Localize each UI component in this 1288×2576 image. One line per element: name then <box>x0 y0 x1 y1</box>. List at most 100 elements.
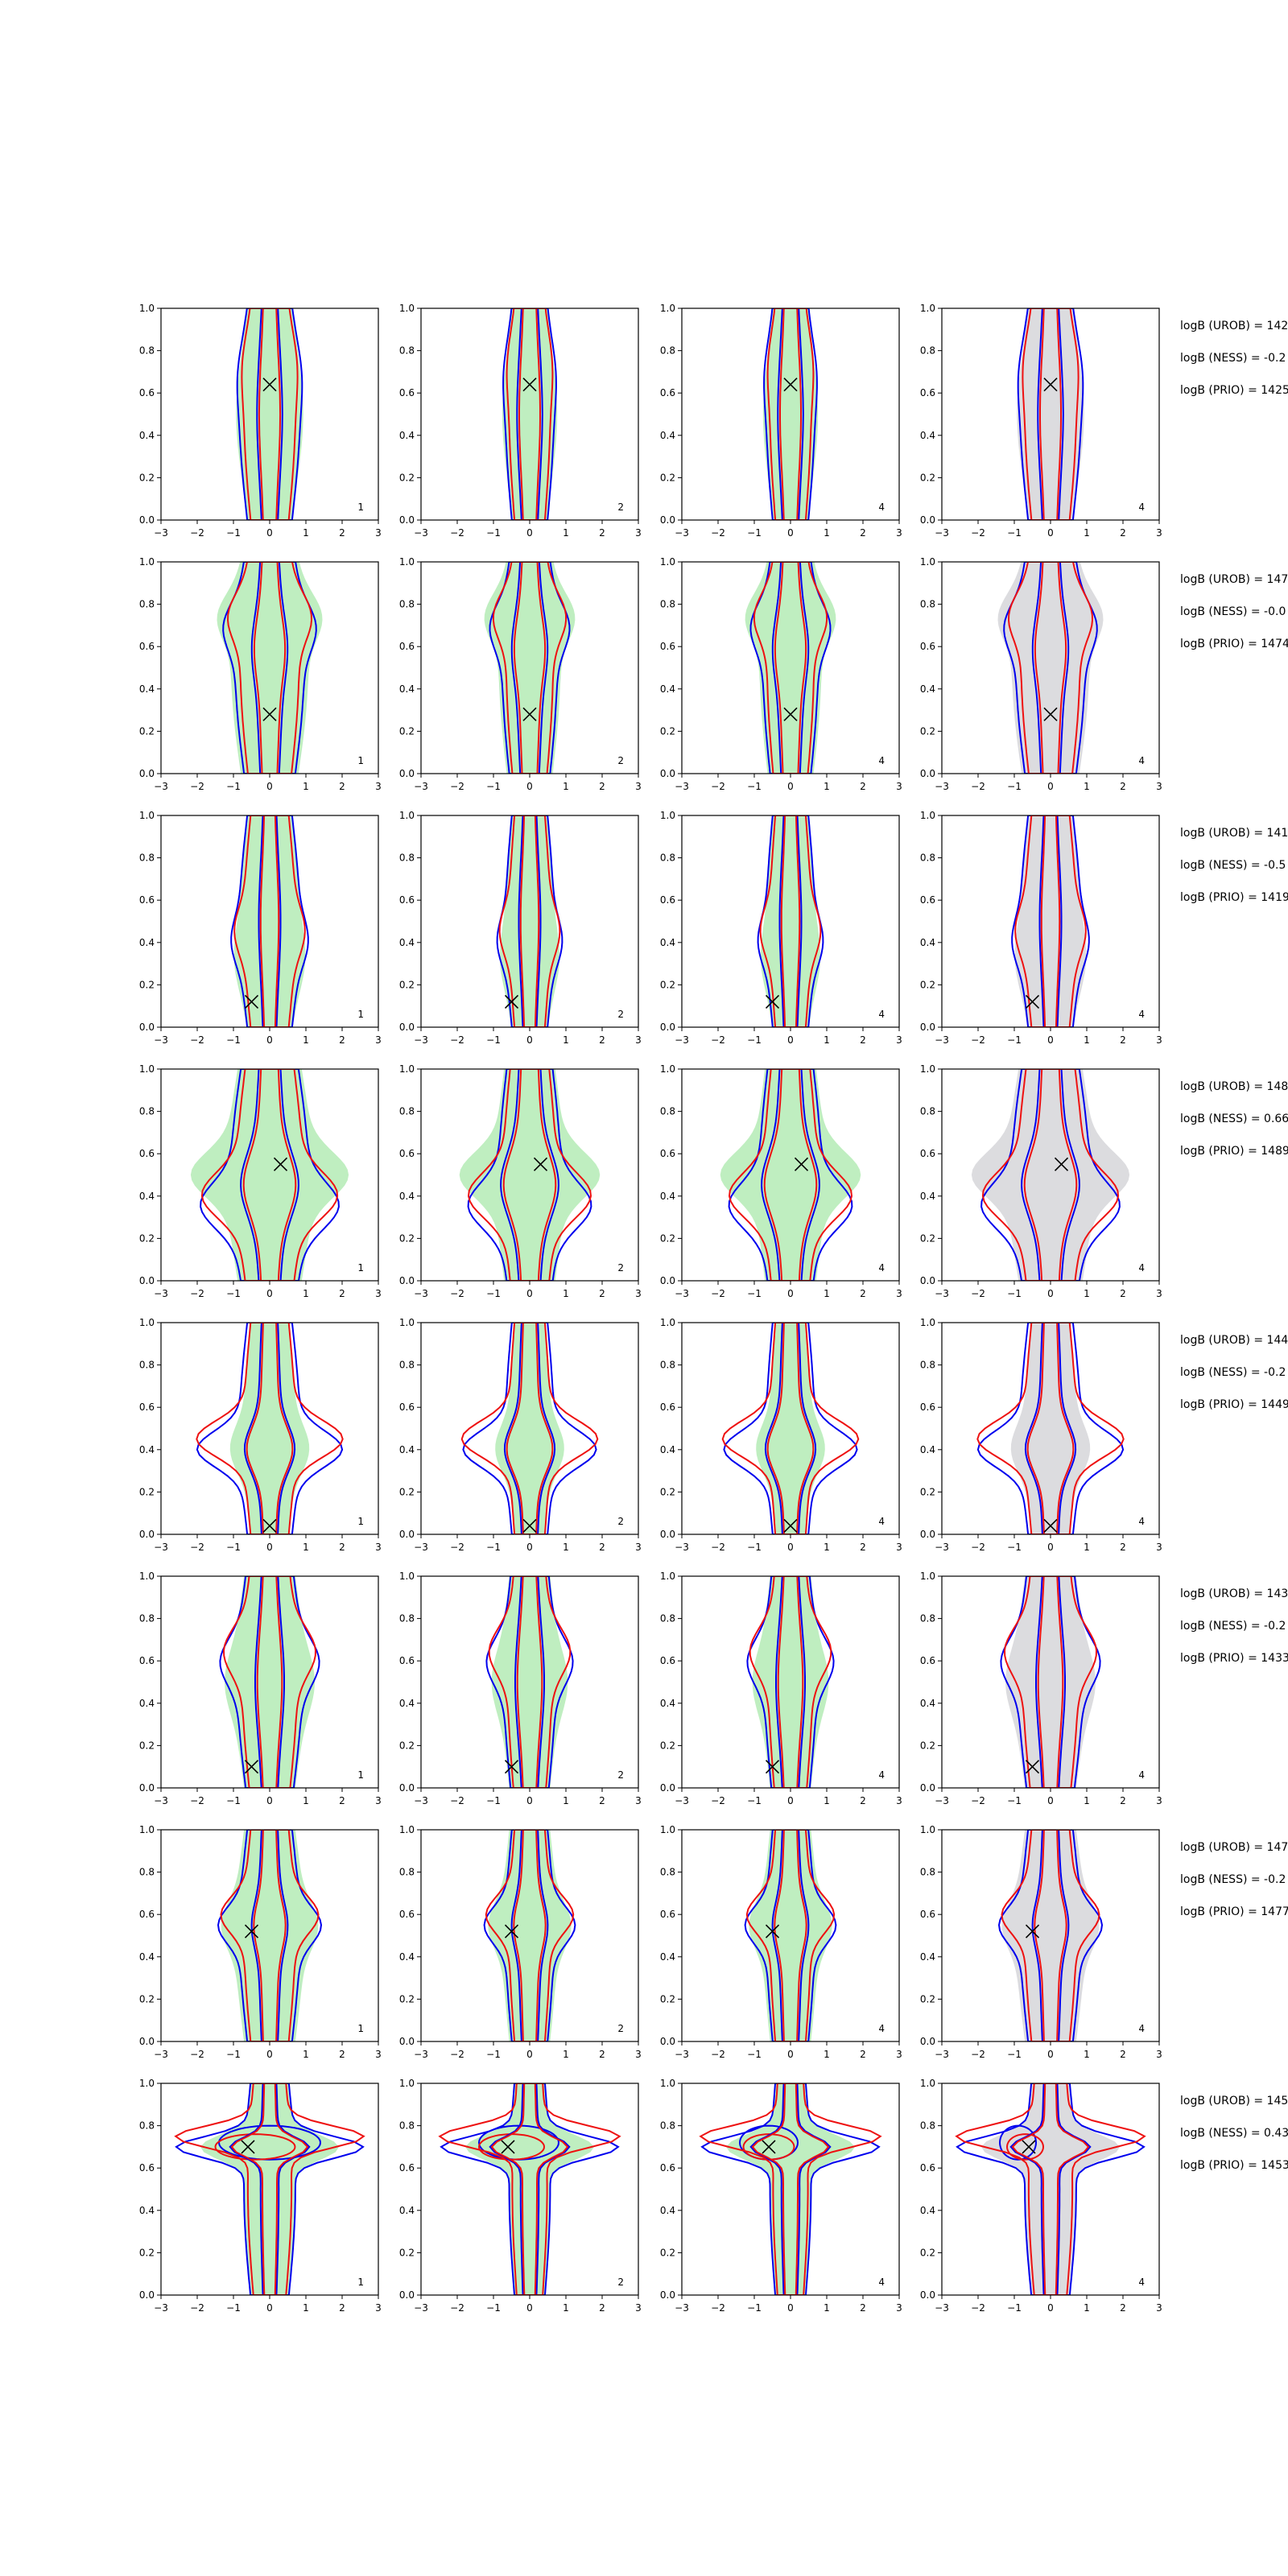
y-tick-label: 0.4 <box>139 683 155 695</box>
panel-r1-c4: −3 −2 −1 0 1 2 3 0.0 0.2 0.4 0.6 0.8 1.0 4 <box>920 303 1162 539</box>
y-tick-label: 0.8 <box>920 599 935 610</box>
y-tick-label: 0.8 <box>660 1360 675 1371</box>
red-contour-outer <box>222 1576 317 1788</box>
x-tick-label: −3 <box>935 1542 949 1553</box>
plot-area <box>190 1069 349 1281</box>
plot-area <box>976 1323 1125 1534</box>
y-tick-label: 0.8 <box>920 345 935 357</box>
x-tick-label: 1 <box>563 1542 569 1553</box>
plot-area <box>236 308 303 520</box>
panel-label: 1 <box>357 2277 364 2288</box>
x-tick-label: −3 <box>675 1288 689 1299</box>
x-tick-label: 3 <box>1156 1795 1162 1806</box>
logb-annotation: logB (PRIO) = 1419 <box>1180 891 1288 904</box>
y-tick-label: 1.0 <box>660 1824 675 1835</box>
x-tick-label: −2 <box>450 781 464 792</box>
plot-area <box>997 1830 1104 2041</box>
y-tick-label: 0.6 <box>399 1148 415 1159</box>
y-tick-label: 0.4 <box>920 1698 935 1709</box>
red-contour-inner <box>258 308 282 520</box>
panel-row-7: −3 −2 −1 0 1 2 3 0.0 0.2 0.4 0.6 0.8 1.0 1 −3 −2 −1 0 1 2 3 0… <box>139 1824 1288 2060</box>
x-tick-label: 3 <box>635 527 642 539</box>
y-tick-label: 0.4 <box>660 937 675 948</box>
panel-r2-c3: −3 −2 −1 0 1 2 3 0.0 0.2 0.4 0.6 0.8 1.0 4 <box>660 556 902 792</box>
x-tick-label: −1 <box>747 1034 762 1046</box>
blue-contour-inner <box>778 815 803 1027</box>
x-tick-label: −1 <box>226 1542 241 1553</box>
x-tick-label: 2 <box>599 1542 605 1553</box>
y-tick-label: 0.4 <box>399 2205 415 2216</box>
blue-contour-inner <box>510 562 549 774</box>
blue-contour-inner <box>518 815 542 1027</box>
panel-r7-c4: −3 −2 −1 0 1 2 3 0.0 0.2 0.4 0.6 0.8 1.0 4 <box>920 1824 1162 2060</box>
plot-area <box>460 1323 599 1534</box>
true-value-marker <box>765 1924 780 1938</box>
x-tick-label: 3 <box>375 2302 382 2314</box>
true-value-marker <box>262 378 277 392</box>
y-tick-label: 0.6 <box>139 894 155 906</box>
y-tick-label: 0.6 <box>399 641 415 652</box>
x-tick-label: −3 <box>414 1034 428 1046</box>
plot-area <box>502 308 558 520</box>
y-tick-label: 0.6 <box>920 894 935 906</box>
red-contour-outer <box>460 1323 599 1534</box>
blue-contour-outer <box>230 815 309 1027</box>
x-tick-label: 3 <box>1156 527 1162 539</box>
true-value-marker <box>522 1518 537 1534</box>
plot-area <box>174 2083 365 2295</box>
panel-label: 2 <box>617 755 624 766</box>
y-tick-label: 1.0 <box>920 1571 935 1582</box>
blue-contour-inner <box>229 2083 311 2295</box>
x-tick-label: −3 <box>154 2302 168 2314</box>
x-tick-label: −3 <box>414 527 428 539</box>
y-tick-label: 0.2 <box>920 472 935 483</box>
x-tick-label: 2 <box>339 2302 345 2314</box>
red-contour-outer <box>759 815 822 1027</box>
red-contour-inner <box>777 1576 804 1788</box>
density-fill <box>981 2083 1120 2295</box>
x-tick-label: −1 <box>226 781 241 792</box>
x-tick-label: −1 <box>1007 781 1022 792</box>
blue-contour-outer <box>997 1830 1104 2041</box>
y-tick-label: 0.6 <box>399 2162 415 2174</box>
density-fill <box>1001 1830 1100 2041</box>
red-contour-inner <box>1040 815 1061 1027</box>
panel-r2-c2: −3 −2 −1 0 1 2 3 0.0 0.2 0.4 0.6 0.8 1.0 2 <box>399 556 642 792</box>
x-tick-label: 3 <box>1156 2049 1162 2060</box>
true-value-marker <box>1025 1924 1040 1938</box>
red-contour-inner <box>516 1576 543 1788</box>
x-tick-label: 1 <box>563 2302 569 2314</box>
x-tick-label: 3 <box>896 1542 902 1553</box>
plot-area <box>217 1830 323 2041</box>
y-tick-label: 1.0 <box>920 1317 935 1328</box>
x-tick-label: −2 <box>971 527 985 539</box>
x-tick-label: 0 <box>787 1288 794 1299</box>
logb-annotation: logB (UROB) = 147 <box>1180 573 1288 586</box>
true-value-marker <box>241 2140 255 2154</box>
x-tick-label: 1 <box>824 1288 830 1299</box>
y-tick-label: 0.0 <box>660 768 675 779</box>
true-value-marker <box>522 378 537 392</box>
x-tick-label: 2 <box>1120 1034 1126 1046</box>
x-tick-label: 0 <box>787 1034 794 1046</box>
blue-contour-inner <box>514 1576 545 1788</box>
y-tick-label: 0.4 <box>399 683 415 695</box>
y-tick-label: 0.2 <box>660 472 675 483</box>
x-tick-label: 1 <box>563 1795 569 1806</box>
red-contour-outer <box>745 1830 836 2041</box>
x-tick-label: −2 <box>190 1795 204 1806</box>
y-tick-label: 0.6 <box>399 894 415 906</box>
red-contour-ellipse <box>742 2133 795 2161</box>
x-tick-label: 0 <box>1047 1288 1054 1299</box>
y-tick-label: 0.8 <box>660 599 675 610</box>
blue-contour-outer <box>746 1576 835 1788</box>
logb-annotation: logB (UROB) = 145 <box>1180 2095 1288 2107</box>
y-tick-label: 0.0 <box>399 1275 415 1286</box>
y-tick-label: 0.8 <box>399 2120 415 2132</box>
y-tick-label: 0.0 <box>920 2036 935 2047</box>
y-tick-label: 0.8 <box>660 1106 675 1117</box>
x-tick-label: 3 <box>635 1034 642 1046</box>
density-fill <box>760 815 821 1027</box>
x-tick-label: −2 <box>190 527 204 539</box>
